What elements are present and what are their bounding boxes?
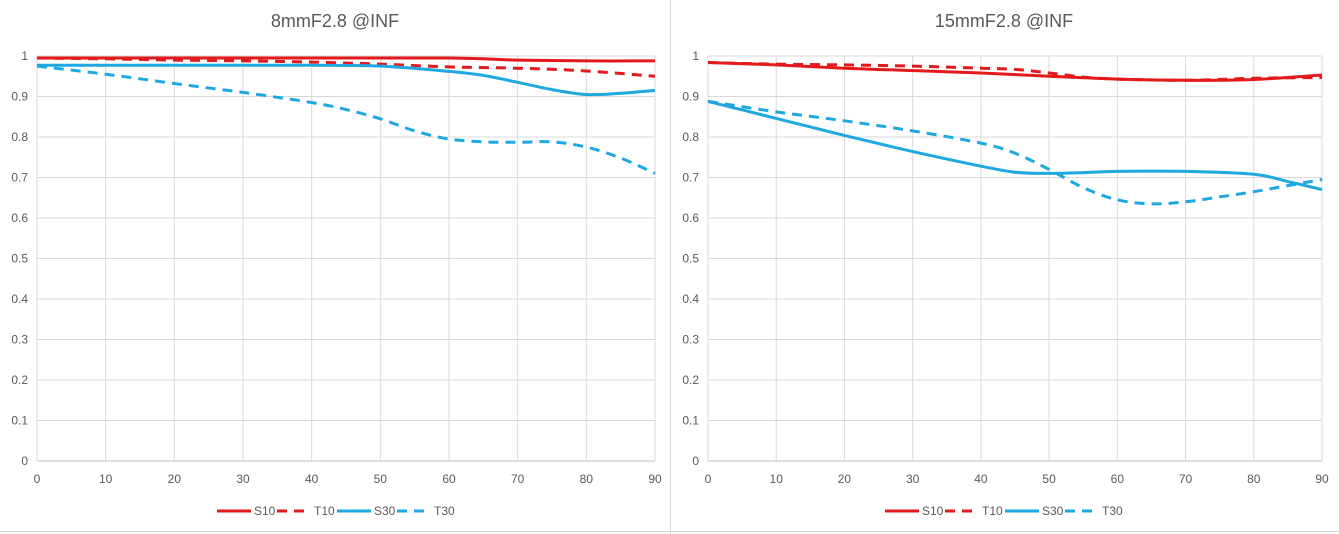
y-tick-label: 0.3 bbox=[11, 333, 28, 347]
x-tick-label: 50 bbox=[374, 472, 388, 486]
legend: S10 T10 S30 T30 bbox=[217, 504, 455, 518]
legend-label-t30: T30 bbox=[434, 504, 455, 518]
y-tick-label: 0.9 bbox=[11, 90, 28, 104]
x-tick-label: 20 bbox=[838, 472, 852, 486]
series-line-t10 bbox=[707, 61, 1323, 82]
legend-label-t30: T30 bbox=[1102, 504, 1123, 518]
series-line-t10 bbox=[36, 56, 656, 78]
y-tick-label: 0.6 bbox=[11, 211, 28, 225]
y-tick-label: 0.1 bbox=[682, 414, 699, 428]
bottom-border bbox=[0, 531, 1339, 532]
legend-label-t10: T10 bbox=[314, 504, 335, 518]
x-tick-label: 60 bbox=[1111, 472, 1125, 486]
y-tick-label: 0.4 bbox=[682, 292, 699, 306]
y-tick-label: 1 bbox=[692, 49, 699, 63]
x-tick-label: 80 bbox=[580, 472, 594, 486]
x-tick-label: 50 bbox=[1042, 472, 1056, 486]
y-tick-label: 0.8 bbox=[682, 130, 699, 144]
y-tick-label: 1 bbox=[21, 49, 28, 63]
y-tick-label: 0.4 bbox=[11, 292, 28, 306]
y-tick-label: 0.7 bbox=[11, 171, 28, 185]
y-tick-label: 0 bbox=[692, 454, 699, 468]
y-tick-label: 0.6 bbox=[682, 211, 699, 225]
y-tick-label: 0.9 bbox=[682, 90, 699, 104]
chart-panel-2: 15mmF2.8 @INF 0 0.1 0.2 0.3 0.4 0.5 0.6 0.7 0.8 0.… bbox=[682, 11, 1329, 518]
series-line-s30 bbox=[37, 63, 656, 97]
series-line-t30 bbox=[707, 99, 1323, 206]
y-tick-label: 0.2 bbox=[682, 373, 699, 387]
x-tick-label: 40 bbox=[974, 472, 988, 486]
chart-panel-1: 8mmF2.8 @INF 0 0.1 0.2 0.3 0.4 0.5 0.6 0.7 0.8 0.9… bbox=[11, 11, 662, 518]
x-tick-label: 0 bbox=[34, 472, 41, 486]
series-line-s10 bbox=[36, 56, 656, 63]
y-tick-label: 0.5 bbox=[682, 252, 699, 266]
x-tick-label: 70 bbox=[1179, 472, 1193, 486]
y-tick-label: 0.7 bbox=[682, 171, 699, 185]
x-tick-label: 10 bbox=[770, 472, 784, 486]
legend-label-s10: S10 bbox=[922, 504, 944, 518]
series-line-s30 bbox=[707, 99, 1323, 192]
legend-label-s30: S30 bbox=[1042, 504, 1064, 518]
x-tick-label: 30 bbox=[906, 472, 920, 486]
x-tick-label: 60 bbox=[442, 472, 456, 486]
panel-divider bbox=[670, 0, 671, 534]
legend: S10 T10 S30 T30 bbox=[885, 504, 1123, 518]
x-tick-label: 10 bbox=[99, 472, 113, 486]
x-tick-label: 90 bbox=[648, 472, 662, 486]
x-tick-label: 20 bbox=[168, 472, 182, 486]
legend-label-t10: T10 bbox=[982, 504, 1003, 518]
y-tick-label: 0.8 bbox=[11, 130, 28, 144]
x-tick-label: 70 bbox=[511, 472, 525, 486]
chart-title: 8mmF2.8 @INF bbox=[271, 11, 399, 31]
x-tick-label: 30 bbox=[236, 472, 250, 486]
x-tick-label: 40 bbox=[305, 472, 319, 486]
y-tick-label: 0.3 bbox=[682, 333, 699, 347]
y-tick-label: 0.2 bbox=[11, 373, 28, 387]
legend-label-s10: S10 bbox=[254, 504, 276, 518]
y-tick-label: 0.5 bbox=[11, 252, 28, 266]
chart-title: 15mmF2.8 @INF bbox=[935, 11, 1073, 31]
legend-label-s30: S30 bbox=[374, 504, 396, 518]
y-tick-label: 0.1 bbox=[11, 414, 28, 428]
x-tick-label: 90 bbox=[1315, 472, 1329, 486]
y-tick-label: 0 bbox=[21, 454, 28, 468]
x-tick-label: 0 bbox=[705, 472, 712, 486]
series-line-t30 bbox=[36, 64, 656, 175]
x-tick-label: 80 bbox=[1247, 472, 1261, 486]
